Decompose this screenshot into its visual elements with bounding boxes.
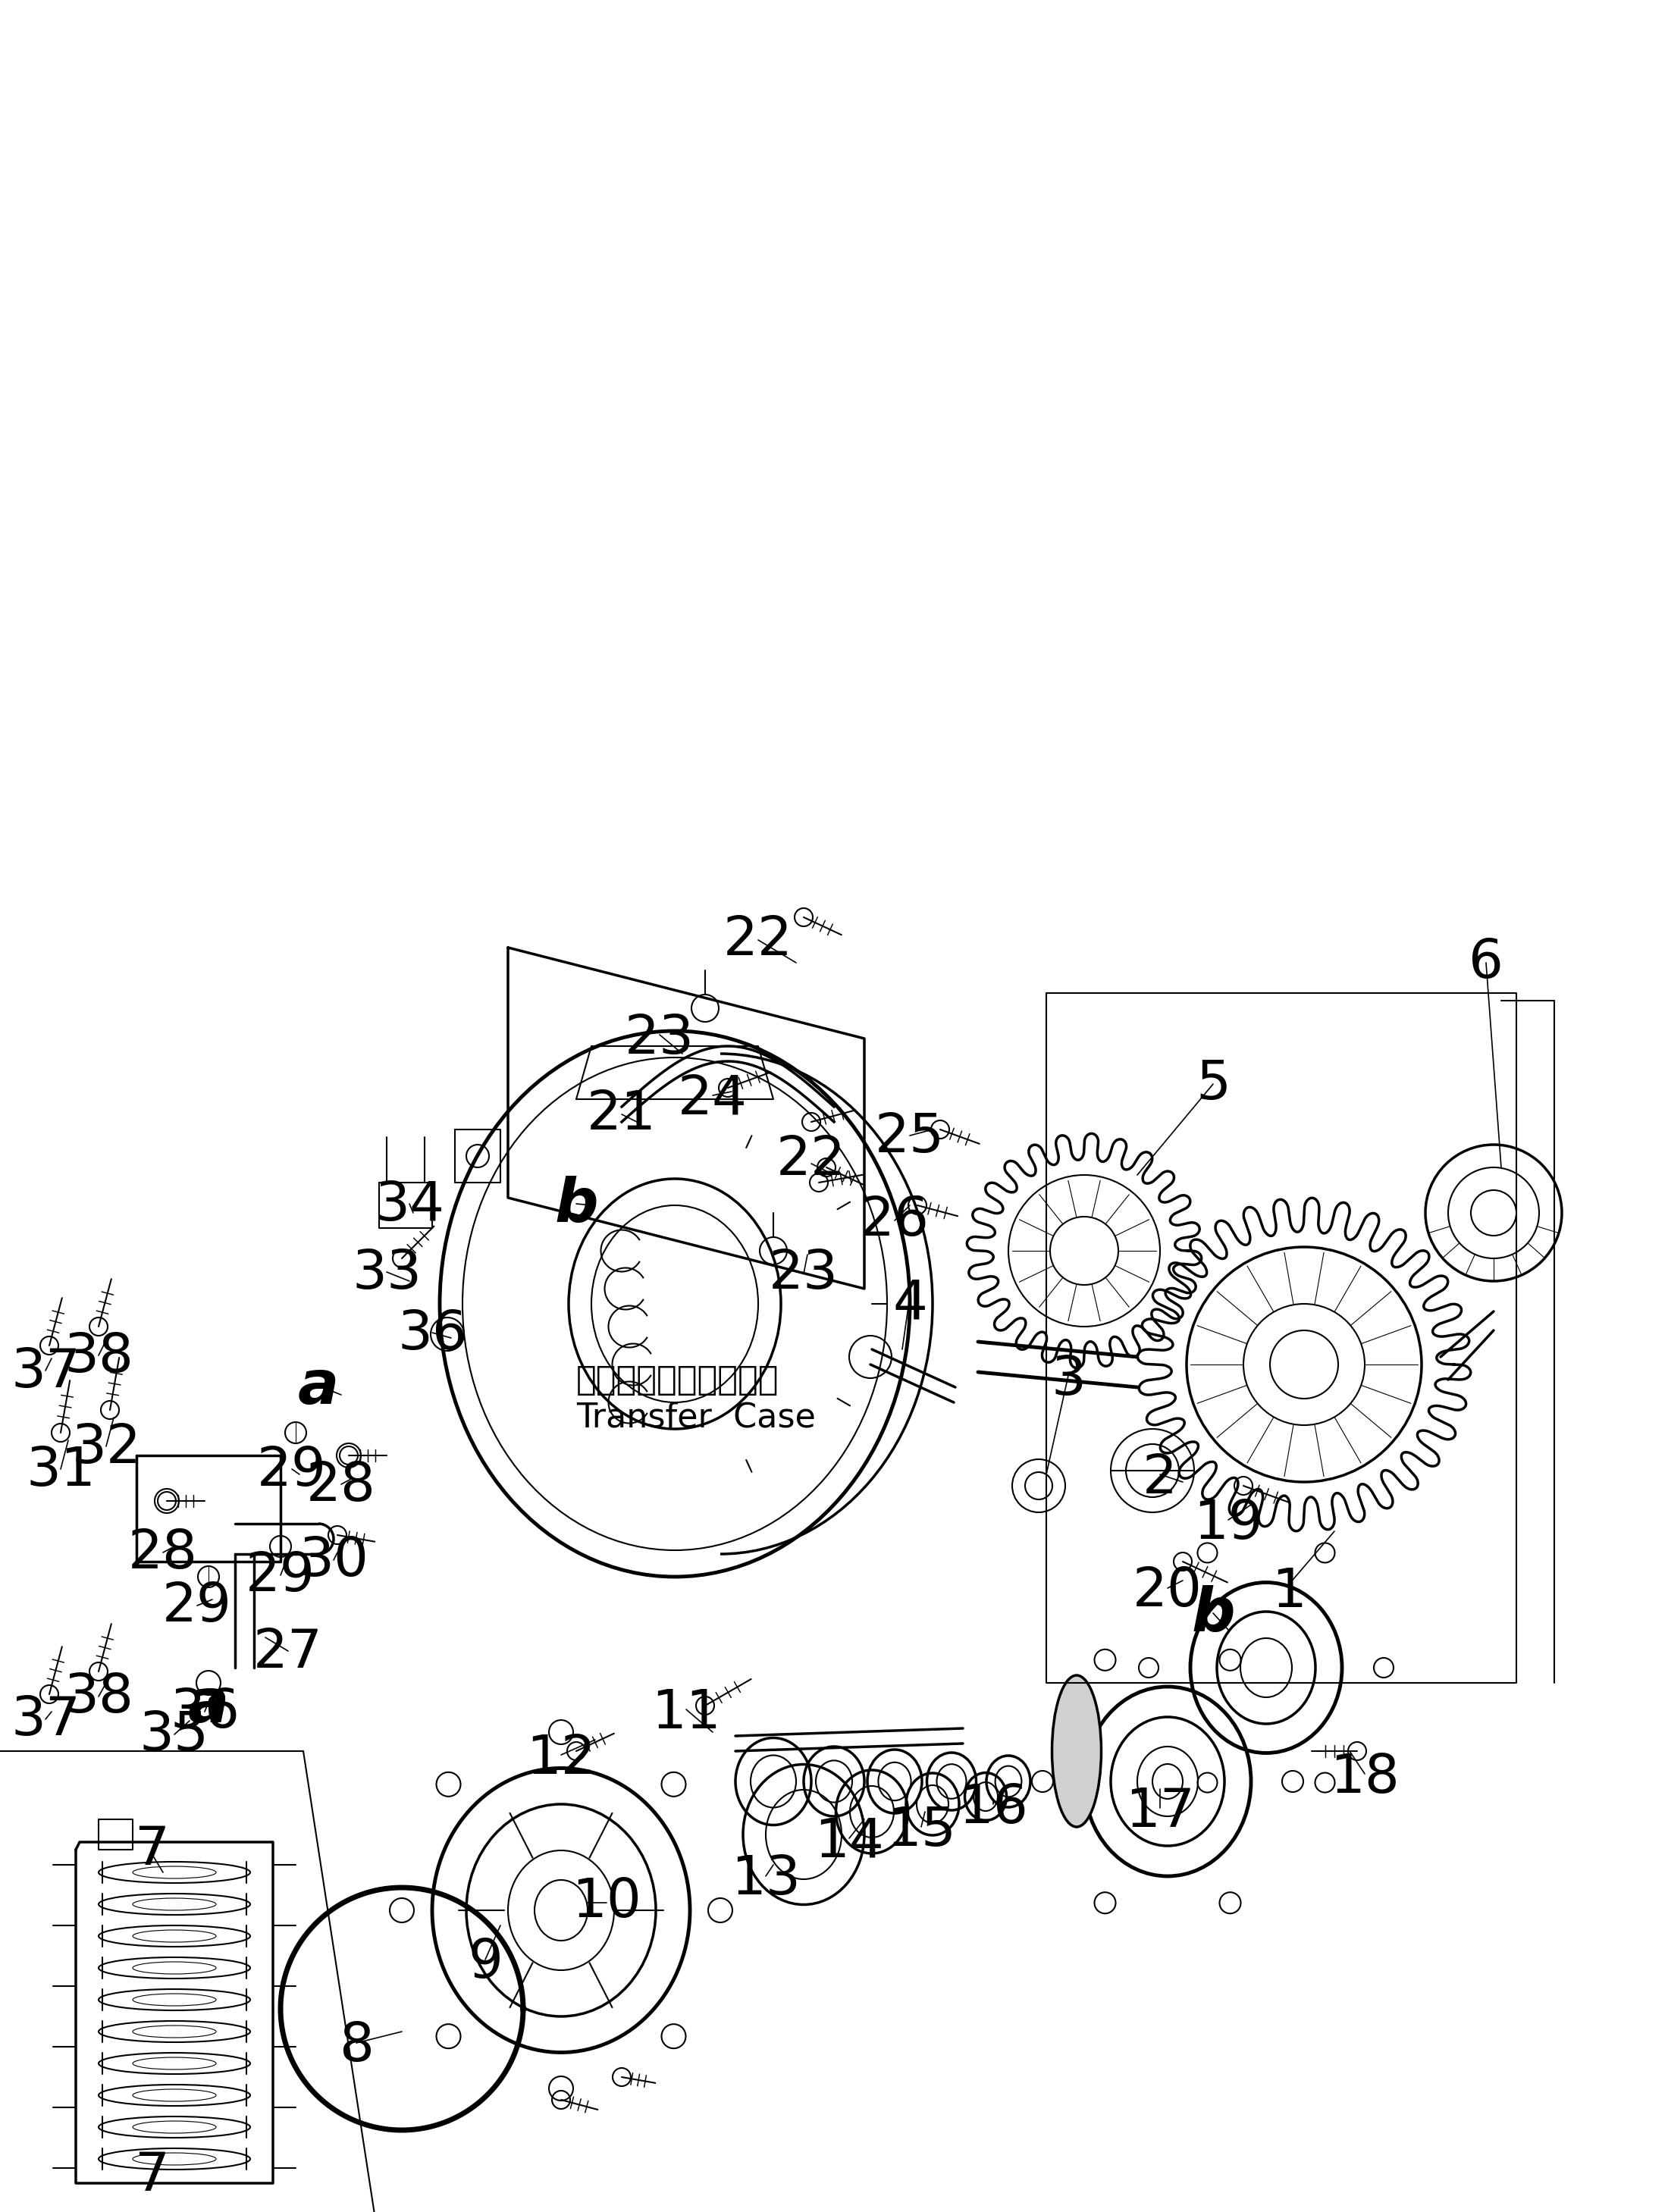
Text: 25: 25	[876, 1110, 944, 1164]
Text: 37: 37	[10, 1694, 80, 1747]
Text: b: b	[1191, 1586, 1234, 1644]
Text: 22: 22	[776, 1135, 846, 1186]
Text: 37: 37	[10, 1345, 80, 1398]
Text: 29: 29	[162, 1582, 232, 1632]
Text: Transfer  Case: Transfer Case	[575, 1400, 816, 1433]
Text: 24: 24	[677, 1073, 747, 1126]
Text: 26: 26	[859, 1194, 929, 1248]
Ellipse shape	[1053, 1674, 1101, 1827]
Text: 10: 10	[572, 1876, 641, 1929]
Text: 30: 30	[299, 1535, 369, 1588]
Text: 36: 36	[170, 1688, 240, 1739]
Text: 9: 9	[467, 1938, 502, 1989]
Text: b: b	[554, 1177, 599, 1234]
Text: 11: 11	[652, 1688, 721, 1739]
Text: 16: 16	[959, 1783, 1027, 1834]
Text: 36: 36	[397, 1307, 467, 1360]
Text: 18: 18	[1329, 1752, 1399, 1803]
Text: 23: 23	[769, 1248, 839, 1301]
Text: 2: 2	[1143, 1451, 1178, 1504]
Text: 13: 13	[731, 1854, 801, 1907]
Text: 3: 3	[1051, 1354, 1086, 1407]
Text: 38: 38	[63, 1672, 133, 1723]
Text: 32: 32	[72, 1422, 142, 1473]
Text: 33: 33	[352, 1248, 422, 1301]
Text: 28: 28	[128, 1528, 198, 1579]
Text: a: a	[188, 1677, 229, 1734]
Text: 1: 1	[1271, 1566, 1306, 1617]
Text: 20: 20	[1133, 1566, 1203, 1617]
Text: 7: 7	[133, 1823, 168, 1876]
Text: トランスファーケース: トランスファーケース	[575, 1363, 779, 1396]
Text: 17: 17	[1126, 1785, 1194, 1838]
Text: 38: 38	[63, 1332, 133, 1382]
Text: 22: 22	[724, 914, 792, 967]
Text: 23: 23	[626, 1013, 694, 1064]
Text: 8: 8	[339, 2020, 374, 2073]
Text: 21: 21	[587, 1088, 657, 1141]
Text: a: a	[299, 1358, 339, 1418]
Text: 29: 29	[245, 1551, 315, 1604]
Text: 14: 14	[814, 1816, 884, 1869]
Text: 12: 12	[525, 1732, 595, 1785]
Text: 5: 5	[1196, 1057, 1231, 1110]
Text: 7: 7	[133, 2150, 168, 2201]
Text: 31: 31	[25, 1444, 95, 1498]
Text: 29: 29	[257, 1444, 327, 1498]
Text: 19: 19	[1193, 1498, 1263, 1551]
Text: 34: 34	[375, 1179, 444, 1232]
Text: 28: 28	[307, 1460, 375, 1513]
Text: 27: 27	[254, 1626, 324, 1679]
Text: 4: 4	[892, 1279, 927, 1329]
Text: 35: 35	[140, 1710, 208, 1763]
Text: 6: 6	[1468, 936, 1503, 989]
Text: 15: 15	[886, 1805, 956, 1856]
